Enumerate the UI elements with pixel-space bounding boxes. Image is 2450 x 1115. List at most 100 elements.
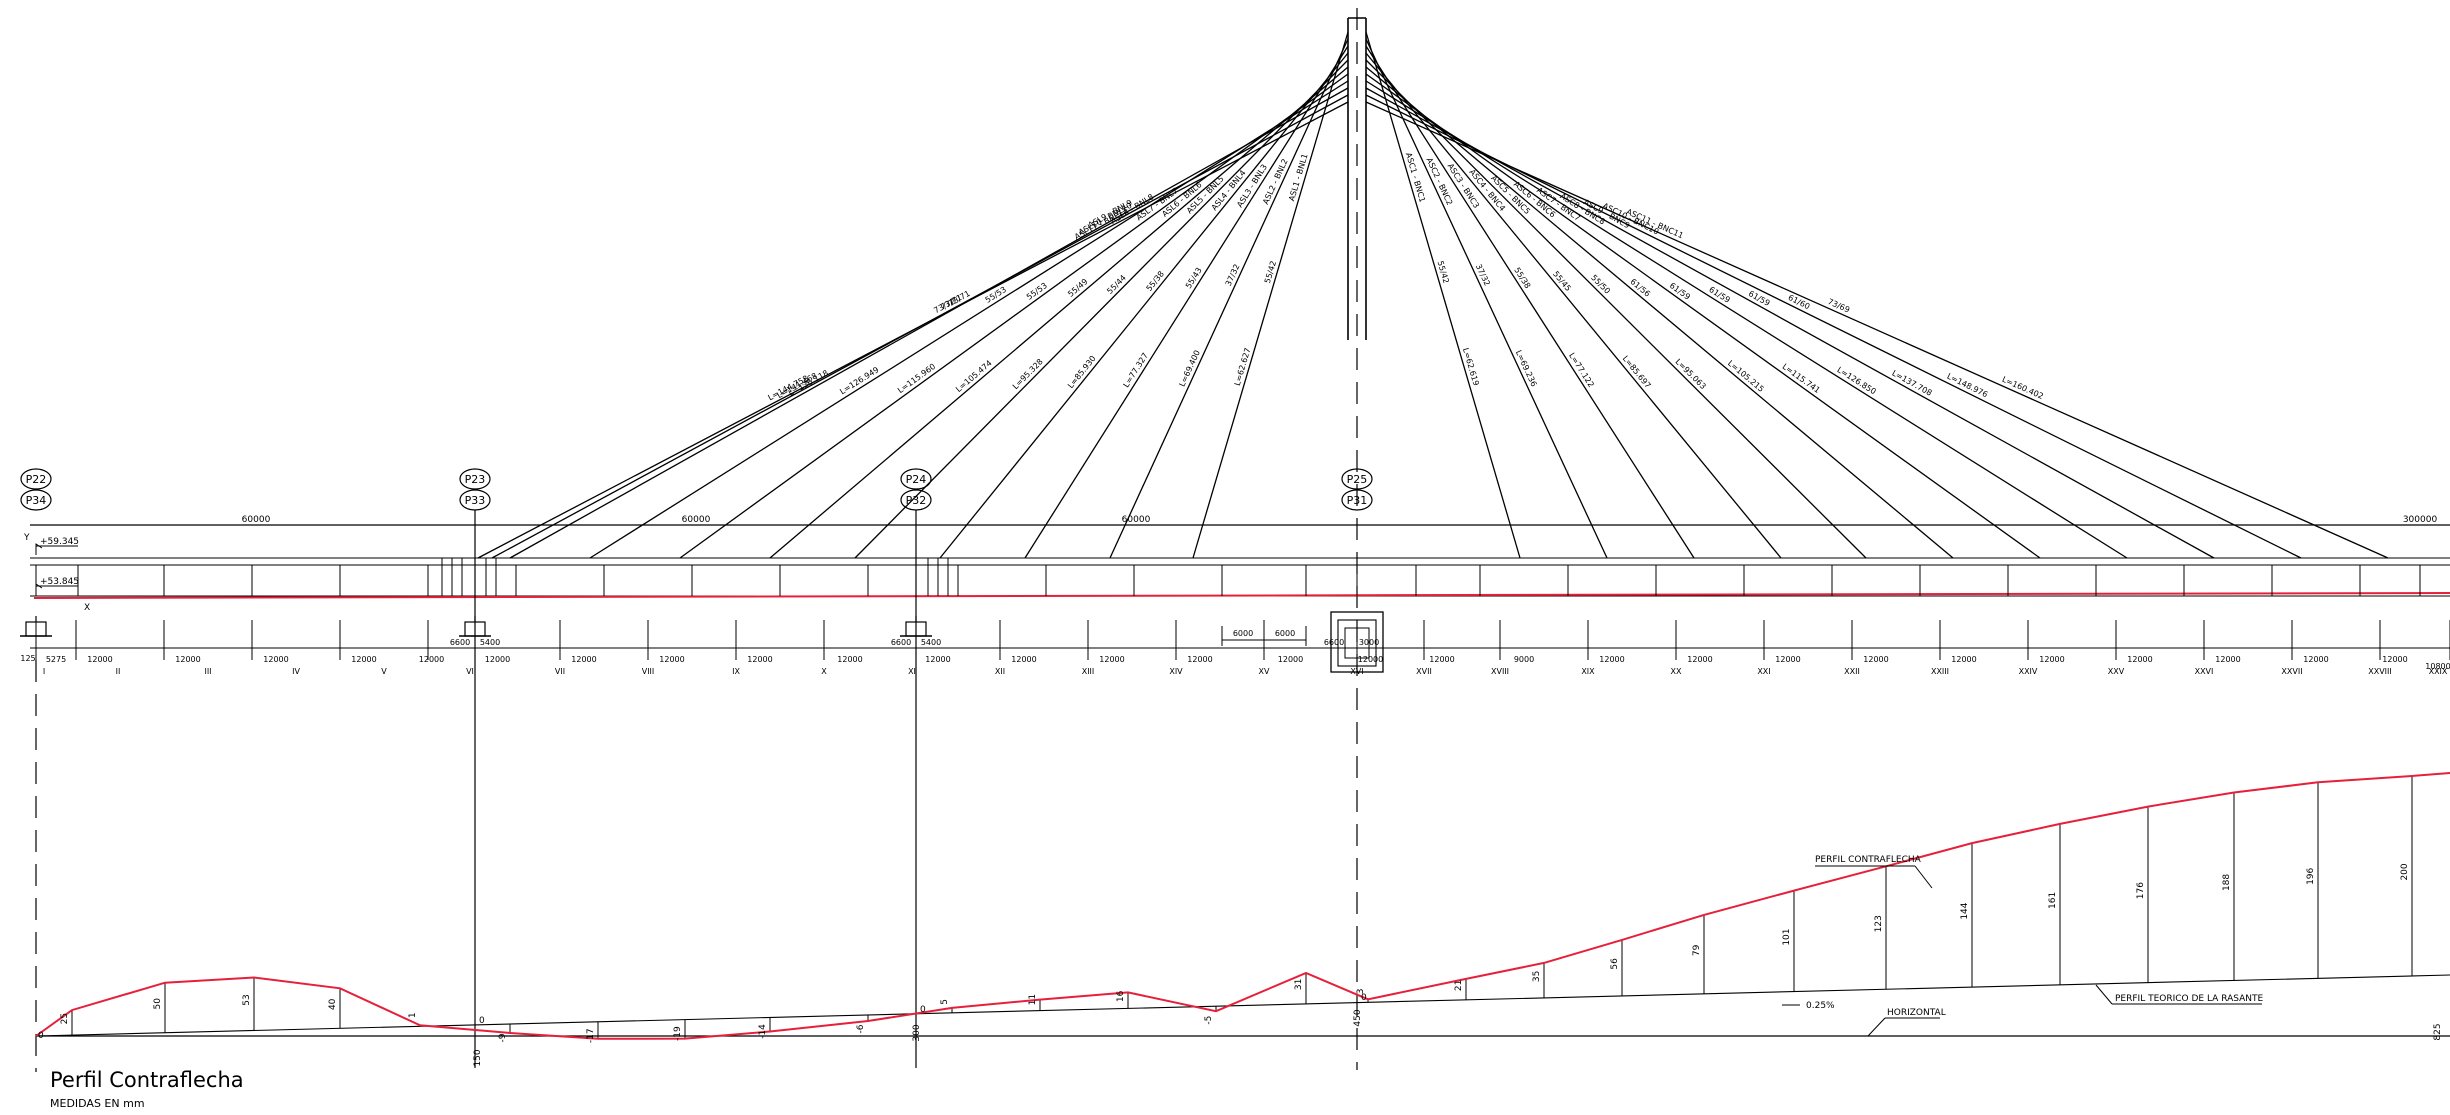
camber-curve-label: PERFIL CONTRAFLECHA — [1815, 855, 1922, 865]
stay-cables — [477, 31, 2389, 559]
pier-bottom-label: P33 — [465, 494, 486, 507]
stay-length-label: L=95.063 — [1674, 357, 1708, 391]
edge-mark-2: 0 — [920, 1005, 926, 1015]
stay-length-label: L=105.215 — [1726, 359, 1766, 394]
segment-dimension: 12000 — [263, 655, 288, 664]
camber-value: 53 — [242, 994, 252, 1005]
pier-top-label: P24 — [906, 473, 927, 486]
pylon — [1347, 8, 1367, 1070]
segment-id: III — [204, 667, 211, 676]
stay-cable-left — [854, 59, 1349, 559]
segment-dimension: 12000 — [1687, 655, 1712, 664]
camber-value: -17 — [586, 1028, 596, 1043]
segment-id: XX — [1671, 667, 1682, 676]
horizontal-label: HORIZONTAL — [1887, 1008, 1946, 1018]
camber-profile: 25 50 53 40 1 -9 -17 -19 -14 -6 5 11 16 -5 31 3 21 35 56 79… — [35, 772, 2450, 1067]
segment-dimension: 12000 — [1951, 655, 1976, 664]
span-length-2: 60000 — [682, 515, 711, 525]
camber-ordinates — [71, 775, 2413, 1039]
segment-id: II — [116, 667, 121, 676]
segment-dimensions: 5275 12000 12000 12000 12000 12000 12000 12000 1… — [20, 620, 2450, 676]
segment-id: XII — [995, 667, 1005, 676]
segment-dimension: 12000 — [1599, 655, 1624, 664]
segment-id: XIII — [1082, 667, 1095, 676]
stay-section-label: 55/42 — [1436, 260, 1451, 285]
segment-dimension: 12000 — [485, 655, 510, 664]
segment-id: XXIII — [1931, 667, 1949, 676]
segment-dimension: 12000 — [351, 655, 376, 664]
pier-dim-p23-a: 6600 — [450, 638, 470, 647]
segment-dimension: 12000 — [659, 655, 684, 664]
segment-id: XIV — [1169, 667, 1183, 676]
segment-dimension: 12000 — [419, 655, 444, 664]
segment-dimension: 12000 — [2382, 655, 2407, 664]
stay-section-label: 73/69 — [1826, 297, 1851, 315]
segment-id: VIII — [642, 667, 655, 676]
camber-value: -19 — [673, 1026, 683, 1041]
camber-value: 5 — [940, 999, 950, 1005]
segment-dimension: 12000 — [2303, 655, 2328, 664]
stay-cable-left — [1109, 38, 1349, 559]
drawing-title: Perfil Contraflecha — [50, 1068, 244, 1092]
segment-id: XVIII — [1491, 667, 1509, 676]
stay-section-label: 61/56 — [1628, 277, 1651, 299]
stay-length-label: L=126.850 — [1835, 365, 1877, 396]
segment-dimension: 12000 — [2127, 655, 2152, 664]
camber-value: 56 — [1610, 958, 1620, 970]
segment-id: XXV — [2108, 667, 2125, 676]
pier-bottom-label: P31 — [1347, 494, 1368, 507]
camber-curve — [35, 772, 2450, 1040]
segment-dimension: 12000 — [175, 655, 200, 664]
design-profile-label: PERFIL TEORICO DE LA RASANTE — [2115, 994, 2264, 1004]
segment-dimension: 12000 — [2039, 655, 2064, 664]
segment-dimension: 12000 — [747, 655, 772, 664]
segment-id: XXI — [1757, 667, 1770, 676]
pier-dim-p25-b: 3000 — [1359, 638, 1379, 647]
edge-dim-left: 125 — [20, 654, 35, 663]
segment-id: XXII — [1844, 667, 1860, 676]
stay-cable-left — [509, 87, 1349, 559]
pier-dim-p25-top-a: 6000 — [1233, 629, 1253, 638]
camber-value: 3 — [1356, 988, 1366, 994]
pier-top-label: P25 — [1347, 473, 1368, 486]
segment-id: XXVIII — [2368, 667, 2392, 676]
stay-cable-right — [1365, 38, 1608, 559]
pier-bottom-label: P34 — [26, 494, 47, 507]
segment-dimension: 12000 — [87, 655, 112, 664]
camber-value: 144 — [1960, 902, 1970, 919]
segment-dimension: 12000 — [1429, 655, 1454, 664]
camber-value: 101 — [1782, 928, 1792, 945]
stay-length-label: L=115.960 — [896, 362, 937, 395]
segment-id: XV — [1259, 667, 1270, 676]
segment-dimension: 12000 — [571, 655, 596, 664]
segment-tick-marks — [35, 620, 2450, 660]
pier-dim-p24-b: 5400 — [921, 638, 941, 647]
span-length-4: 300000 — [2403, 515, 2438, 525]
stay-cable-left — [679, 73, 1349, 559]
pier-dim-p25-a: 6600 — [1324, 638, 1344, 647]
segment-id: XVII — [1416, 667, 1432, 676]
pier-axes — [35, 510, 917, 1072]
stay-cable-right — [1365, 66, 1954, 559]
stay-name-label: ASC1 - BNC1 — [1404, 152, 1427, 204]
stay-cable-left — [1192, 31, 1349, 559]
camber-value: 35 — [1532, 971, 1542, 982]
camber-value: 176 — [2136, 882, 2146, 899]
support-mark-p24: 300 — [912, 1024, 922, 1041]
support-mark-p25: 450 — [1353, 1009, 1363, 1026]
segment-dimension: 9000 — [1514, 655, 1534, 664]
stay-cable-right — [1365, 80, 2128, 559]
camber-value: 40 — [328, 998, 338, 1010]
stay-cable-right — [1365, 73, 2041, 559]
stay-cable-right — [1365, 52, 1782, 559]
span-length-3: 60000 — [1122, 515, 1151, 525]
bearing-symbols — [20, 611, 1384, 673]
camber-value: -6 — [856, 1024, 866, 1033]
elevation-upper: +59.345 — [40, 537, 79, 547]
stay-length-label: L=69.400 — [1177, 349, 1201, 388]
deck-tick-marks — [35, 558, 2421, 596]
segment-dimension: 12000 — [1863, 655, 1888, 664]
camber-value: 11 — [1028, 994, 1038, 1005]
